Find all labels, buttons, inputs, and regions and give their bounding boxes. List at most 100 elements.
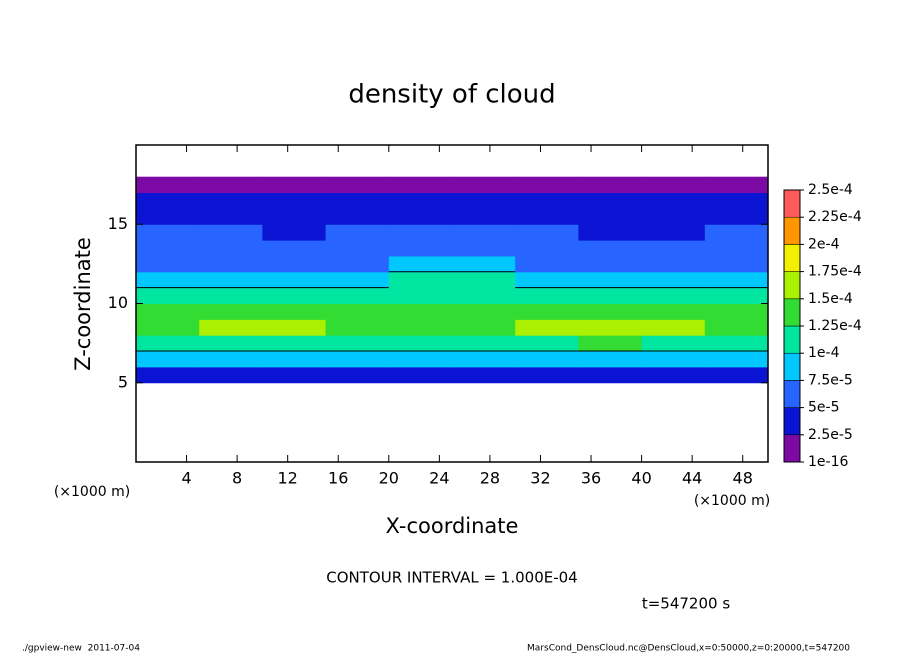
cell (262, 303, 327, 320)
footer-right: MarsCond_DensCloud.nc@DensCloud,x=0:5000… (527, 644, 850, 654)
time-label: t=547200 s (642, 595, 730, 613)
cell (388, 224, 453, 241)
cell (641, 192, 706, 209)
cell (704, 287, 769, 304)
cell (704, 224, 769, 241)
cell (199, 271, 263, 289)
colorbar-box (783, 298, 801, 327)
cell (515, 287, 579, 304)
x-tick-label: 8 (232, 469, 242, 488)
colorbar-box (783, 325, 801, 354)
cell (704, 208, 769, 225)
cell (262, 271, 327, 289)
cell (136, 208, 200, 225)
cell (704, 255, 769, 273)
cell (136, 335, 200, 352)
x-tick-label: 32 (530, 469, 550, 488)
cell (199, 192, 263, 209)
cell (199, 208, 263, 225)
cell (262, 335, 327, 352)
colorbar-label: 2.5e-5 (808, 427, 853, 443)
cell (452, 287, 516, 304)
cell (199, 255, 263, 273)
cell (452, 366, 516, 384)
cell (262, 351, 327, 368)
colorbar-label: 7.5e-5 (808, 372, 853, 388)
cell (578, 271, 643, 289)
cell (136, 192, 200, 209)
cell (388, 319, 453, 336)
cell (388, 303, 453, 320)
x-tick-label: 4 (181, 469, 191, 488)
cell (641, 287, 706, 304)
cell (388, 271, 453, 289)
cell (262, 208, 327, 225)
cell (704, 319, 769, 336)
cell (452, 255, 516, 273)
cell (325, 287, 390, 304)
x-tick-label: 24 (429, 469, 449, 488)
x-tick-label: 16 (328, 469, 348, 488)
footer-left: ./gpview-new 2011-07-04 (22, 644, 140, 654)
cell (262, 224, 327, 241)
cell (452, 335, 516, 352)
cell (262, 192, 327, 209)
heatmap (136, 176, 769, 384)
colorbar-label: 5e-5 (808, 400, 839, 416)
cell (452, 303, 516, 320)
cell (704, 303, 769, 320)
cell (136, 351, 200, 368)
x-tick-label: 20 (379, 469, 399, 488)
colorbar-box (783, 244, 801, 272)
cell (515, 208, 579, 225)
cell (641, 208, 706, 225)
cell (199, 351, 263, 368)
colorbar-label: 1e-16 (808, 454, 848, 470)
y-tick-label: 15 (108, 214, 128, 233)
cell (578, 287, 643, 304)
cell (199, 366, 263, 384)
cell (641, 176, 706, 194)
cell (136, 319, 200, 336)
cell (388, 335, 453, 352)
cell (452, 319, 516, 336)
colorbar-box (783, 271, 801, 300)
cell (515, 255, 579, 273)
cell (452, 240, 516, 257)
cell (641, 255, 706, 273)
chart-title: density of cloud (348, 80, 555, 110)
cell (136, 255, 200, 273)
cell (388, 192, 453, 209)
x-tick-label: 48 (733, 469, 753, 488)
cell (452, 271, 516, 289)
cell (388, 351, 453, 368)
colorbar-box (783, 434, 801, 463)
cell (704, 240, 769, 257)
cell (641, 366, 706, 384)
colorbar-label: 2.5e-4 (808, 182, 853, 198)
cell (578, 176, 643, 194)
cell (199, 287, 263, 304)
cell (515, 192, 579, 209)
cell (325, 366, 390, 384)
x-tick-label: 28 (480, 469, 500, 488)
cell (515, 335, 579, 352)
colorbar-box (783, 380, 801, 408)
x-tick-label: 36 (581, 469, 601, 488)
cell (452, 224, 516, 241)
cell (704, 366, 769, 384)
cell (641, 303, 706, 320)
cell (136, 271, 200, 289)
cell (388, 208, 453, 225)
cell (262, 287, 327, 304)
cell (578, 319, 643, 336)
cell (704, 192, 769, 209)
cell (325, 255, 390, 273)
cell (641, 351, 706, 368)
y-axis-label: Z-coordinate (71, 237, 95, 371)
cell (199, 335, 263, 352)
y-tick-label: 5 (118, 372, 128, 391)
colorbar-box (783, 407, 801, 436)
